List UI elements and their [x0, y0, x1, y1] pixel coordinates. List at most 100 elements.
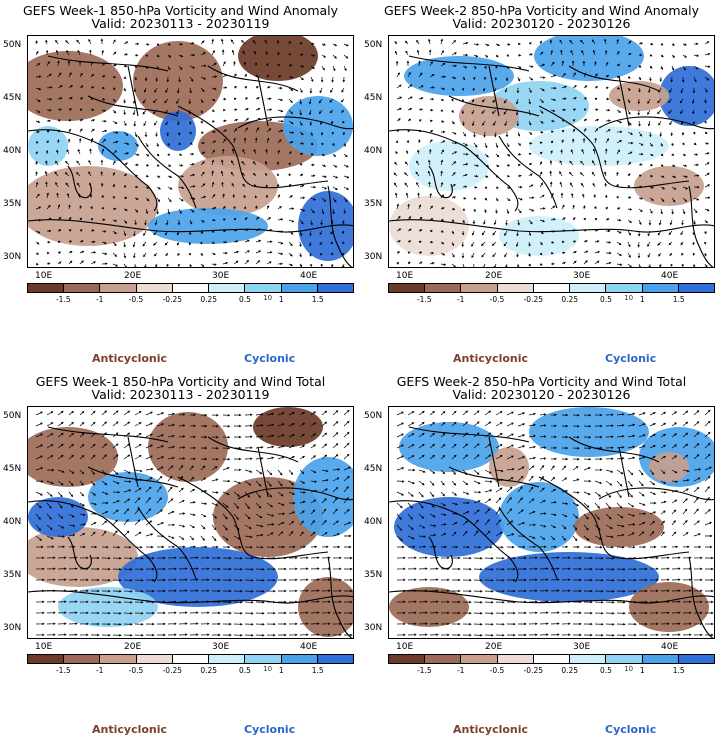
wind-arrow — [288, 578, 298, 582]
wind-arrow — [165, 219, 169, 226]
wind-arrow — [167, 486, 173, 493]
wind-arrow — [167, 545, 176, 549]
wind-arrow — [145, 545, 154, 549]
wind-arrow — [407, 411, 415, 416]
colorbar-segment — [317, 284, 353, 292]
wind-arrow — [189, 163, 195, 166]
wind-arrow — [123, 120, 127, 127]
wind-arrow — [429, 240, 434, 244]
wind-arrow — [112, 490, 121, 494]
wind-arrow — [670, 76, 673, 83]
border-line — [237, 116, 353, 130]
wind-arrow — [604, 171, 607, 177]
wind-arrow — [682, 208, 686, 215]
wind-arrow — [517, 456, 526, 460]
wind-arrow — [406, 150, 409, 155]
wind-arrow — [539, 51, 544, 56]
wind-arrow — [211, 589, 221, 593]
wind-arrow — [244, 413, 253, 417]
coastlines — [389, 55, 714, 267]
wind-arrow — [46, 251, 50, 255]
wind-arrow — [440, 218, 445, 222]
wind-arrow — [659, 131, 662, 137]
wind-arrow — [330, 252, 334, 256]
wind-arrow — [627, 76, 631, 79]
wind-arrow — [594, 240, 600, 243]
wind-arrow — [550, 424, 557, 428]
colorbar-tick-label: -1.5 — [55, 666, 71, 675]
wind-arrow — [233, 108, 238, 111]
latitude-label: 50N — [3, 411, 22, 421]
vorticity-region — [499, 216, 579, 256]
wind-arrow — [627, 532, 635, 537]
wind-arrow — [277, 63, 280, 67]
wind-arrow — [682, 578, 692, 582]
wind-arrow — [517, 589, 527, 593]
wind-arrow — [211, 424, 219, 428]
wind-arrow — [583, 250, 589, 254]
wind-arrow — [418, 443, 425, 449]
wind-arrow — [79, 217, 83, 221]
wind-arrow — [112, 568, 122, 571]
wind-arrow — [462, 208, 466, 211]
wind-arrow — [682, 600, 692, 604]
wind-arrow — [79, 469, 85, 475]
wind-arrow — [211, 38, 214, 45]
wind-arrow — [156, 497, 162, 504]
wind-arrow — [539, 524, 547, 528]
wind-arrow — [76, 160, 81, 166]
wind-arrow — [605, 108, 611, 112]
latitude-label: 35N — [364, 570, 383, 580]
wind-arrow — [472, 76, 476, 81]
wind-arrow — [550, 545, 557, 549]
wind-arrow — [277, 491, 284, 497]
wind-arrow — [145, 142, 149, 148]
wind-arrow — [693, 153, 699, 156]
wind-arrow — [451, 522, 458, 526]
wind-arrow — [440, 98, 445, 101]
wind-arrow — [200, 252, 203, 257]
wind-arrow — [704, 41, 710, 45]
wind-arrow — [429, 139, 433, 144]
wind-arrow — [230, 171, 235, 177]
wind-arrow — [517, 76, 521, 82]
wind-arrow — [462, 263, 466, 267]
wind-arrow — [231, 148, 235, 155]
wind-arrow — [492, 252, 497, 258]
wind-arrow — [309, 263, 313, 267]
wind-arrow — [592, 182, 596, 188]
wind-arrow — [616, 424, 625, 427]
wind-arrow — [211, 50, 215, 56]
wind-arrow — [35, 262, 39, 266]
wind-arrow — [404, 182, 409, 188]
wind-arrow — [200, 578, 210, 582]
wind-arrow — [550, 489, 557, 493]
wind-arrow — [134, 197, 139, 200]
wind-arrow — [143, 87, 147, 93]
wind-arrow — [605, 229, 611, 233]
wind-arrow — [46, 73, 52, 78]
wind-arrow — [288, 162, 291, 166]
wind-arrow — [451, 40, 456, 45]
wind-arrow — [638, 502, 646, 506]
border-line — [538, 476, 690, 560]
wind-arrow — [178, 186, 185, 190]
wind-arrow — [681, 76, 685, 83]
wind-arrow — [484, 208, 487, 214]
wind-arrow — [704, 65, 711, 68]
wind-arrow — [189, 465, 194, 471]
wind-arrow — [495, 497, 502, 504]
wind-arrow — [605, 241, 612, 244]
wind-arrow — [310, 65, 315, 70]
wind-arrow — [627, 53, 632, 56]
wind-arrow — [682, 54, 687, 58]
vorticity-region — [659, 66, 714, 126]
wind-arrow — [627, 109, 631, 115]
wind-arrow — [669, 120, 673, 126]
wind-arrow — [233, 589, 243, 593]
wind-arrow — [616, 171, 619, 177]
wind-arrow — [310, 633, 320, 636]
wind-arrow — [605, 97, 610, 101]
wind-arrow — [616, 612, 626, 615]
wind-arrow — [46, 611, 56, 615]
